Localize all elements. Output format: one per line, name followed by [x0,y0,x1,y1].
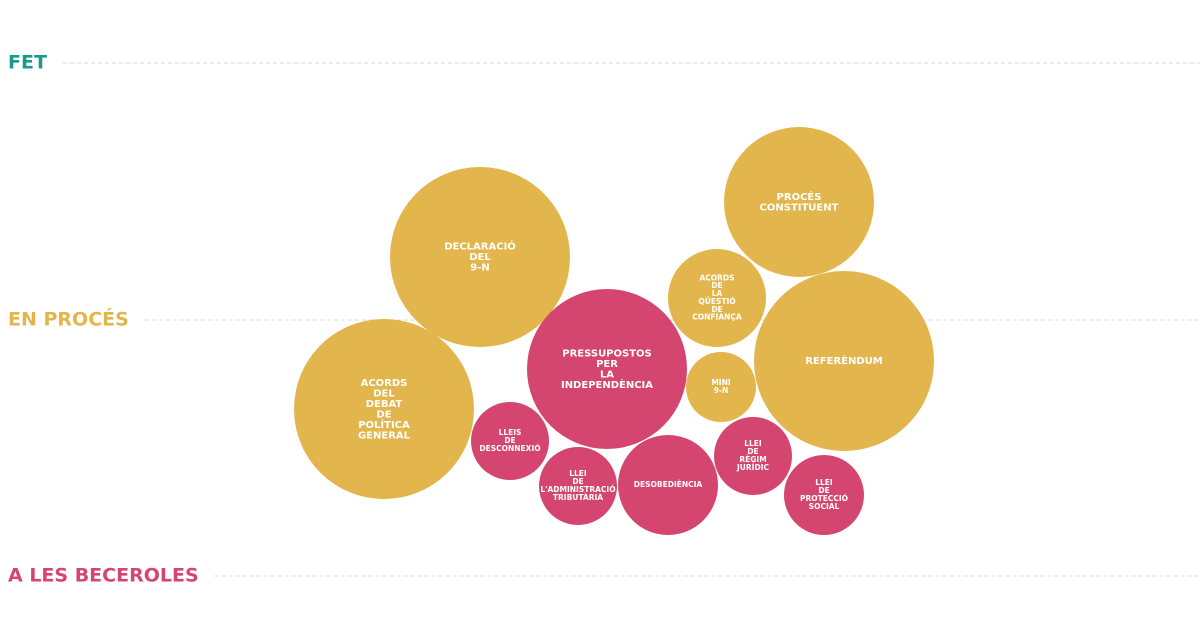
bubble-label-line: MINI [711,378,731,387]
level-label: A LES BECEROLES [8,565,199,587]
bubble: LLEI DE L'ADMINISTRACIÓ TRIBUTÀRIA [539,447,617,525]
bubble-label-line: CONSTITUENT [760,202,839,213]
bubble: REFERÈNDUM [754,271,934,451]
bubble: DESOBEDIÈNCIA [618,435,718,535]
bubble: PRESSUPOSTOS PER LA INDEPENDÈNCIA [527,289,687,449]
bubble-label-line: LLEIS [499,428,522,437]
bubble-label-line: QÜESTIÓ [698,297,735,306]
bubble-label-line: PROCÉS [777,190,822,203]
bubble-label-line: L'ADMINISTRACIÓ [540,485,615,494]
bubble-label-line: 9-N [470,263,489,274]
bubble-label-line: DE [747,447,758,456]
bubble-label: DECLARACIÓ DEL 9-N [444,240,516,274]
bubble-label-line: DECLARACIÓ [444,240,516,253]
bubble-label: PRESSUPOSTOS PER LA INDEPENDÈNCIA [561,348,653,391]
bubble-label-line: LLEI [569,469,587,478]
bubble-circle [539,447,617,525]
bubble-label-line: 9-N [714,386,729,395]
bubble-label: ACORDS DE LA QÜESTIÓ DE CONFIANÇA [692,273,742,321]
bubble: ACORDS DE LA QÜESTIÓ DE CONFIANÇA [668,249,766,347]
bubble-label: ACORDS DEL DEBAT DE POLÍTICA GENERAL [358,378,411,442]
bubble: LLEI DE PROTECCIÓ SOCIAL [784,455,864,535]
bubble-label-line: DE [376,409,391,420]
level-label: FET [8,52,47,74]
bubble-label-line: REFERÈNDUM [805,354,883,367]
bubble-label-line: JURÍDIC [736,463,769,472]
bubble-label-line: DE [572,477,583,486]
bubble-label: REFERÈNDUM [805,354,883,367]
bubble-label-line: DE [711,305,722,314]
bubble-label-line: DEL [373,388,395,399]
bubble-circle [668,249,766,347]
bubble-label-line: DESCONNEXIÓ [479,444,540,453]
bubble-circle [618,435,718,535]
bubble-label-line: RÈGIM [739,455,766,464]
bubble-label-line: LA [712,289,723,298]
bubble-label-line: DEBAT [366,399,403,410]
bubble-circle [686,352,756,422]
bubble-label-line: DE [504,436,515,445]
bubble-label-line: DEL [469,252,491,263]
bubble-label: LLEIS DE DESCONNEXIÓ [479,428,540,453]
bubble-circle [294,319,474,499]
bubble-label-line: LLEI [744,439,762,448]
bubble-label: DESOBEDIÈNCIA [634,480,703,489]
bubble: PROCÉS CONSTITUENT [724,127,874,277]
bubble-label-line: TRIBUTÀRIA [553,493,603,502]
bubble-label-line: DE [711,281,722,290]
bubble: DECLARACIÓ DEL 9-N [390,167,570,347]
bubble-label-line: PROTECCIÓ [800,494,848,503]
bubble-circle [724,127,874,277]
bubble-label-line: CONFIANÇA [692,313,742,322]
bubble-label-line: LA [600,369,614,380]
bubble-label: LLEI DE L'ADMINISTRACIÓ TRIBUTÀRIA [540,469,615,502]
bubble-label: LLEI DE PROTECCIÓ SOCIAL [800,478,848,511]
bubble-label-line: ACORDS [699,273,734,282]
bubble-circle [754,271,934,451]
bubble-label: MINI 9-N [711,378,731,395]
bubble-label-line: DE [818,486,829,495]
bubble-label: LLEI DE RÈGIM JURÍDIC [736,439,769,472]
bubble-label-line: DESOBEDIÈNCIA [634,480,703,489]
bubble: LLEIS DE DESCONNEXIÓ [471,402,549,480]
bubble-label-line: PER [596,359,618,370]
bubble-circle [784,455,864,535]
bubble-label-line: SOCIAL [809,502,840,511]
bubble-circle [471,402,549,480]
bubble-label-line: ACORDS [361,378,408,389]
bubble: ACORDS DEL DEBAT DE POLÍTICA GENERAL [294,319,474,499]
level-label: EN PROCÉS [8,308,129,331]
bubble-circle [714,417,792,495]
bubble-label-line: LLEI [815,478,833,487]
bubble-label-line: PRESSUPOSTOS [562,348,652,359]
bubble: LLEI DE RÈGIM JURÍDIC [714,417,792,495]
bubble: MINI 9-N [686,352,756,422]
bubble-circle [390,167,570,347]
bubble-label-line: INDEPENDÈNCIA [561,378,653,391]
bubble-label: PROCÉS CONSTITUENT [760,190,839,214]
bubble-label-line: POLÍTICA [358,418,410,431]
bubble-circle [527,289,687,449]
bubble-label-line: GENERAL [358,430,411,441]
